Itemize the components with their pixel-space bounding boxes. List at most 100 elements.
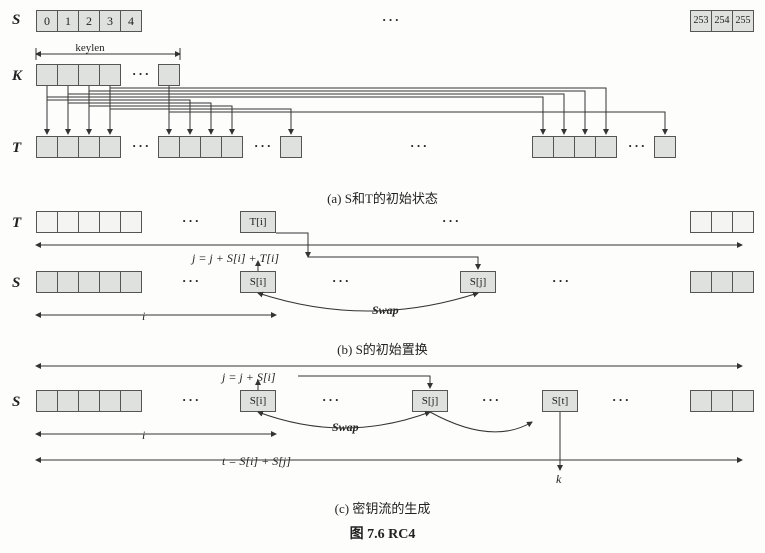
t-g1	[36, 136, 120, 158]
label-t: T	[12, 215, 21, 232]
cell	[221, 136, 243, 158]
cell	[690, 211, 712, 233]
cell	[158, 136, 180, 158]
c-s-i: S[i]	[240, 390, 275, 412]
cell	[78, 136, 100, 158]
b-s-right	[690, 271, 753, 293]
cell	[120, 271, 142, 293]
cell	[57, 136, 79, 158]
s-index-row: S 0 1 2 3 4 ··· 253 254 255	[12, 10, 753, 36]
formula-b: j = j + S[i] + T[i]	[192, 251, 279, 266]
dots: ···	[472, 392, 511, 408]
cell	[57, 390, 79, 412]
s-left-cells: 0 1 2 3 4	[36, 10, 141, 32]
cell	[36, 271, 58, 293]
cell-st: S[t]	[542, 390, 578, 412]
dots: ···	[372, 12, 411, 28]
b-s-i: S[i]	[240, 271, 275, 293]
cell	[99, 136, 121, 158]
cell	[158, 64, 180, 86]
cell	[99, 390, 121, 412]
cell	[280, 136, 302, 158]
dots: ···	[128, 138, 155, 154]
cell-si: S[i]	[240, 390, 276, 412]
swap-label-b: Swap	[372, 303, 399, 318]
s-right-cells: 253 254 255	[690, 10, 753, 32]
cell: 255	[732, 10, 754, 32]
cell	[57, 271, 79, 293]
dots: ···	[312, 392, 351, 408]
dots: ···	[400, 138, 439, 154]
formula-c-j: j = j + S[i]	[222, 370, 276, 385]
cell	[36, 390, 58, 412]
cell-ti: T[i]	[240, 211, 276, 233]
cell	[78, 211, 100, 233]
cell: 0	[36, 10, 58, 32]
i-label-c: i	[142, 428, 145, 443]
cell: 253	[690, 10, 712, 32]
cell	[690, 271, 712, 293]
cell	[574, 136, 596, 158]
dots: ···	[542, 273, 581, 289]
cell	[200, 136, 222, 158]
label-s: S	[12, 275, 20, 292]
formula-c-t: t = S[i] + S[j]	[222, 454, 291, 469]
t-g2	[158, 136, 242, 158]
label-s: S	[12, 394, 20, 411]
cell	[36, 136, 58, 158]
c-s-left	[36, 390, 141, 412]
b-s-left	[36, 271, 141, 293]
cell	[57, 64, 79, 86]
cell	[99, 64, 121, 86]
cell	[57, 211, 79, 233]
t-g5	[654, 136, 675, 158]
cell	[711, 271, 733, 293]
cell	[553, 136, 575, 158]
part-c: j = j + S[i] S ··· S[i] ··· S[j] ··· S[t…	[12, 362, 753, 492]
part-c-lines	[12, 362, 753, 492]
t-g3	[280, 136, 301, 158]
c-s-right	[690, 390, 753, 412]
cell	[120, 390, 142, 412]
label-t: T	[12, 140, 21, 157]
b-s-j: S[j]	[460, 271, 495, 293]
i-label-b: i	[142, 309, 145, 324]
cell	[711, 211, 733, 233]
cell	[120, 211, 142, 233]
dots: ···	[172, 213, 211, 229]
cell	[78, 271, 100, 293]
k-block-right	[158, 64, 179, 86]
part-a-arrows	[12, 42, 753, 182]
cell	[78, 390, 100, 412]
part-a: keylen K ··· T ··· ··· ··· ···	[12, 42, 753, 182]
dots: ···	[128, 66, 155, 82]
k-label: k	[556, 472, 561, 487]
cell: 3	[99, 10, 121, 32]
label-k: K	[12, 68, 22, 85]
cell	[690, 390, 712, 412]
part-b: T ··· T[i] ··· j = j + S[i] + T[i] S ···…	[12, 211, 753, 333]
dots: ···	[172, 392, 211, 408]
b-t-left	[36, 211, 141, 233]
swap-label-c: Swap	[332, 420, 359, 435]
cell	[99, 211, 121, 233]
b-t-right	[690, 211, 753, 233]
c-s-j: S[j]	[412, 390, 447, 412]
c-s-t: S[t]	[542, 390, 577, 412]
cell	[36, 64, 58, 86]
t-g4	[532, 136, 616, 158]
cell	[78, 64, 100, 86]
cell	[595, 136, 617, 158]
label-s: S	[12, 12, 20, 29]
dots: ···	[432, 213, 471, 229]
dots: ···	[624, 138, 651, 154]
cell	[179, 136, 201, 158]
dots: ···	[322, 273, 361, 289]
cell-si: S[i]	[240, 271, 276, 293]
caption-a: (a) S和T的初始状态	[12, 188, 753, 207]
b-t-i: T[i]	[240, 211, 275, 233]
dots: ···	[602, 392, 641, 408]
cell	[36, 211, 58, 233]
figure-title: 图 7.6 RC4	[12, 523, 753, 543]
caption-c: (c) 密钥流的生成	[12, 498, 753, 517]
